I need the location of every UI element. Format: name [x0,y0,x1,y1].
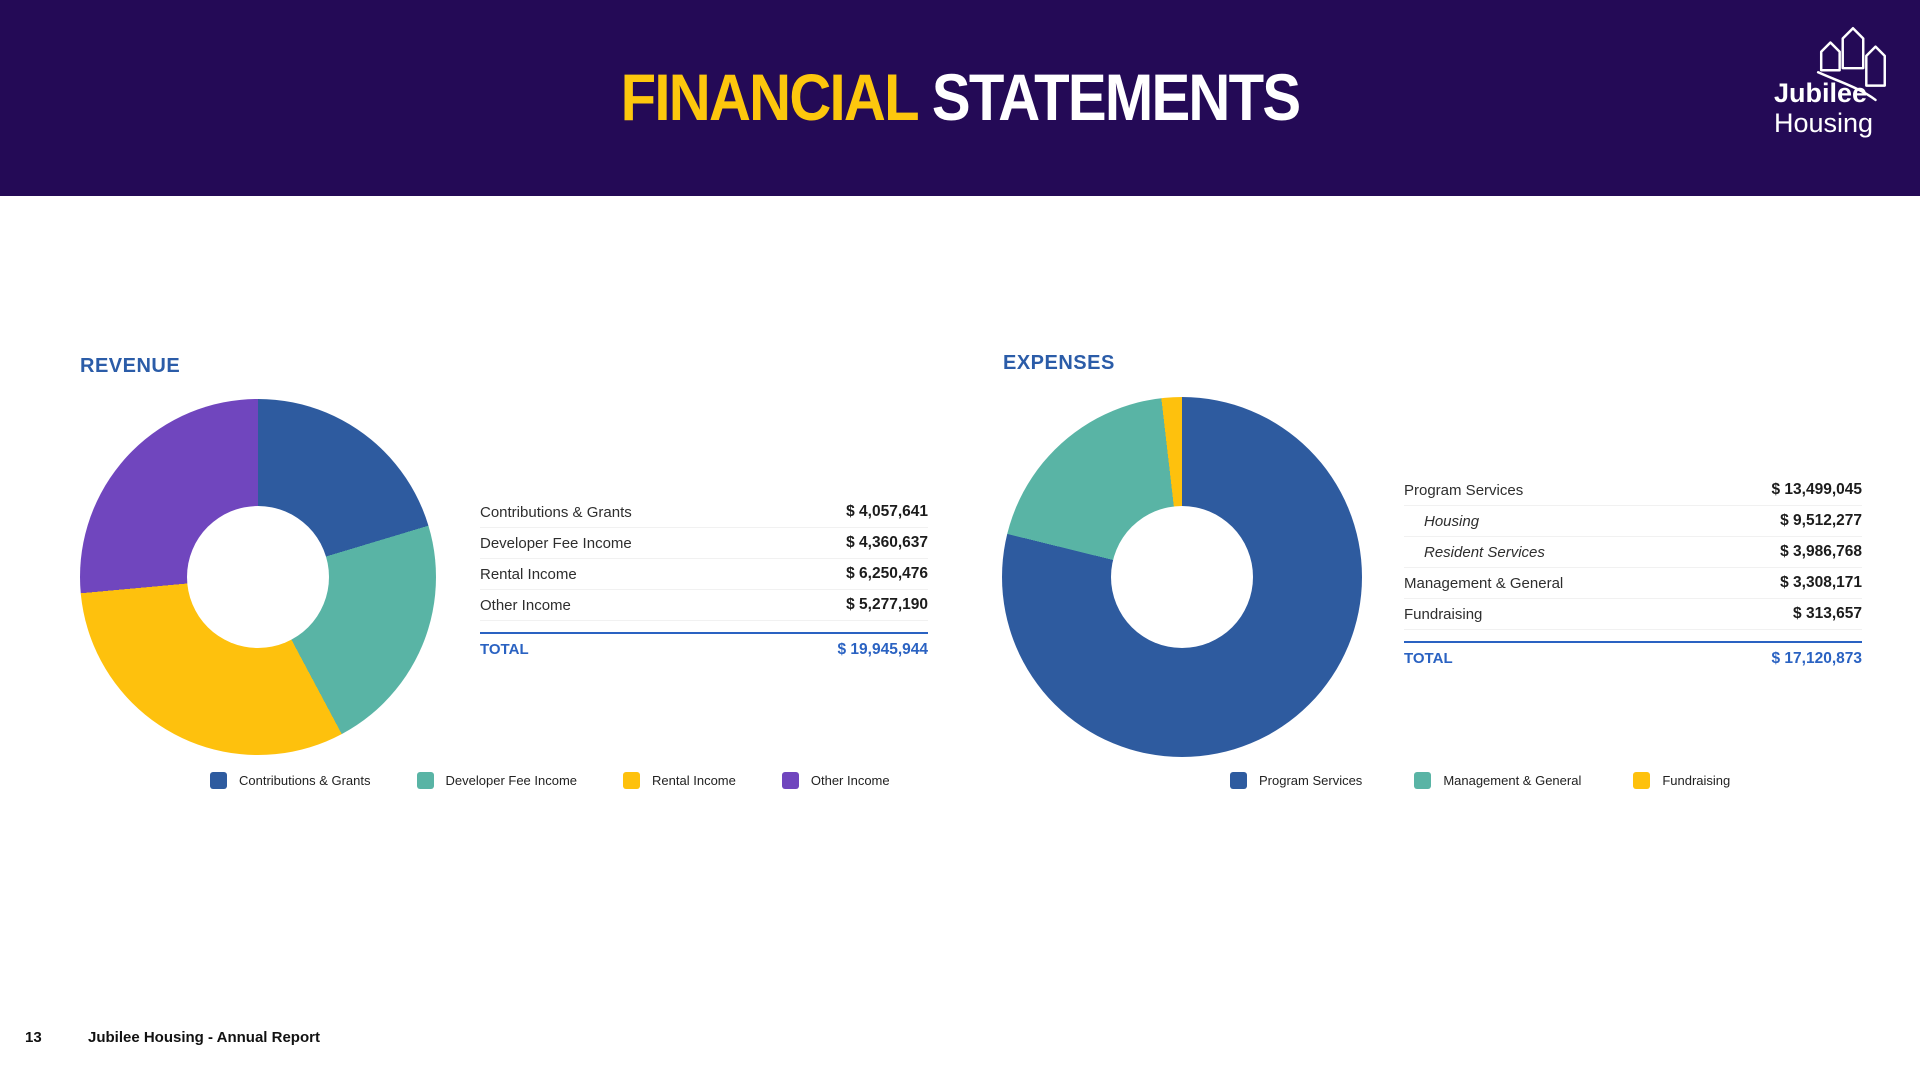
legend-swatch [1230,772,1247,789]
legend-item: Program Services [1230,772,1362,789]
legend-label: Contributions & Grants [239,773,371,788]
legend-label: Developer Fee Income [445,773,578,788]
table-row: Housing $ 9,512,277 [1404,506,1862,537]
row-label: Fundraising [1404,605,1483,623]
legend-item: Rental Income [623,772,736,789]
jubilee-housing-logo: Jubilee Housing [1774,20,1896,138]
expenses-table: Program Services $ 13,499,045 Housing $ 9,5… [1404,475,1862,667]
table-row: Fundraising $ 313,657 [1404,599,1862,630]
header-band: FINANCIAL STATEMENTS Jubilee Housing [0,0,1920,196]
row-label: Contributions & Grants [480,503,632,521]
row-value: $ 5,277,190 [846,596,928,613]
total-value: $ 19,945,944 [837,640,928,658]
revenue-heading: REVENUE [80,355,181,377]
legend-label: Program Services [1259,773,1363,788]
page-number: 13 [25,1029,42,1046]
legend-label: Other Income [810,773,890,788]
expenses-legend: Program Services Management & General Fund… [1230,772,1730,789]
legend-item: Other Income [781,772,890,789]
legend-label: Fundraising [1662,773,1731,788]
revenue-legend: Contributions & Grants Developer Fee Inco… [210,772,890,789]
row-label: Rental Income [480,565,577,583]
legend-item: Developer Fee Income [416,772,578,789]
legend-item: Contributions & Grants [210,772,371,789]
row-label: Resident Services [1424,543,1545,561]
row-value: $ 4,360,637 [846,534,928,551]
row-value: $ 313,657 [1793,605,1862,622]
table-row: Management & General $ 3,308,171 [1404,568,1862,599]
legend-swatch [781,772,799,789]
row-value: $ 3,308,171 [1780,574,1862,591]
legend-label: Rental Income [652,773,736,788]
row-value: $ 3,986,768 [1780,543,1862,560]
page-title: FINANCIAL STATEMENTS [115,64,1805,130]
row-label: Management & General [1404,574,1564,592]
legend-item: Management & General [1414,772,1581,789]
table-row: Rental Income $ 6,250,476 [480,559,928,590]
row-value: $ 6,250,476 [846,565,928,582]
logo-line2: Housing [1774,108,1874,138]
page-title-rest: STATEMENTS [931,60,1301,134]
logo-wordmark: Jubilee Housing [1774,78,1873,138]
legend-swatch [1633,772,1651,789]
table-row: Program Services $ 13,499,045 [1404,475,1862,506]
legend-swatch [210,772,227,789]
legend-item: Fundraising [1633,772,1730,789]
table-row: Resident Services $ 3,986,768 [1404,537,1862,568]
row-value: $ 13,499,045 [1771,481,1862,498]
revenue-table: Contributions & Grants $ 4,057,641 Develop… [480,497,928,658]
legend-label: Management & General [1443,773,1582,788]
expenses-heading: EXPENSES [1003,352,1115,374]
row-value: $ 9,512,277 [1780,512,1862,529]
table-row: Developer Fee Income $ 4,360,637 [480,528,928,559]
row-value: $ 4,057,641 [846,503,928,520]
legend-swatch [1414,772,1432,789]
footer-report-title: Jubilee Housing - Annual Report [88,1029,320,1046]
table-row: Contributions & Grants $ 4,057,641 [480,497,928,528]
table-row: Other Income $ 5,277,190 [480,590,928,621]
row-label: Program Services [1404,481,1524,499]
row-label: Developer Fee Income [480,534,632,552]
expenses-donut-chart [1002,397,1362,757]
table-total-row: TOTAL $ 19,945,944 [480,632,928,658]
total-label: TOTAL [480,641,529,658]
legend-swatch [416,772,434,789]
table-total-row: TOTAL $ 17,120,873 [1404,641,1862,667]
total-value: $ 17,120,873 [1771,649,1862,667]
row-label: Housing [1424,512,1480,530]
revenue-donut-chart [80,399,436,755]
legend-swatch [623,772,641,789]
row-label: Other Income [480,596,571,614]
total-label: TOTAL [1404,650,1453,667]
page-title-accent: FINANCIAL [620,60,920,134]
logo-line1: Jubilee [1774,78,1868,108]
